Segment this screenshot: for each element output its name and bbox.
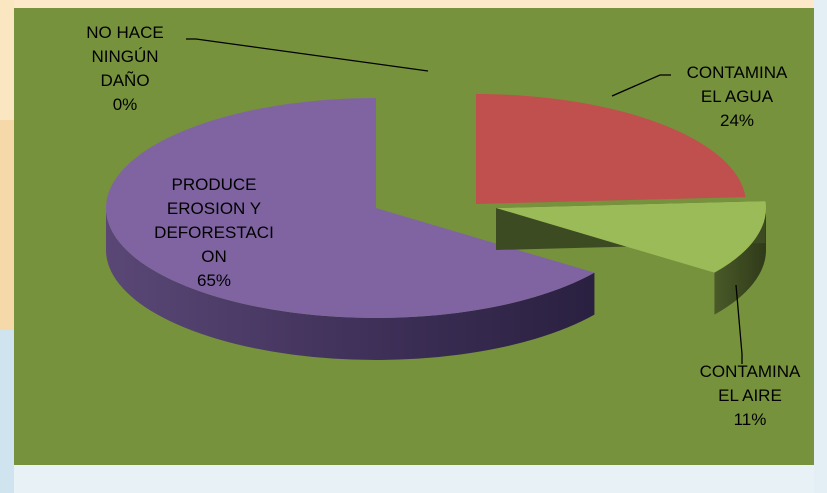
data-label-percent: 65%	[197, 271, 231, 290]
pie-side-aire	[714, 208, 766, 315]
background-decoration	[0, 0, 14, 120]
data-label-line: EROSION Y	[167, 199, 261, 218]
data-label-line: CONTAMINA	[700, 362, 801, 381]
data-label-line: NINGÚN	[91, 47, 158, 66]
data-label-line: DAÑO	[100, 71, 149, 90]
pie-slice-aire	[496, 201, 766, 315]
data-label-percent: 0%	[113, 95, 138, 114]
data-label-line: EL AGUA	[701, 87, 774, 106]
background-decoration	[14, 0, 814, 8]
background-decoration	[0, 330, 14, 493]
leader-line-aire	[735, 284, 743, 364]
data-label-percent: 24%	[720, 111, 754, 130]
data-label-line: PRODUCE	[171, 175, 256, 194]
background-decoration	[14, 465, 814, 493]
pie-slice-erosion	[105, 97, 595, 360]
data-label-line: EL AIRE	[718, 386, 782, 405]
data-label-line: CONTAMINA	[687, 63, 788, 82]
pie-chart: CONTAMINA EL AGUA 24% CONTAMINA EL AIRE 11% PR…	[86, 23, 801, 429]
pie-side-erosion	[106, 208, 595, 360]
leader-line-ningun	[186, 38, 429, 72]
data-label-line: ON	[201, 247, 227, 266]
data-label-line: NO HACE	[86, 23, 163, 42]
data-label-aire: CONTAMINA EL AIRE 11%	[700, 362, 801, 429]
pie-top-aire	[496, 201, 766, 273]
data-label-line: DEFORESTACI	[154, 223, 274, 242]
pie-slice-agua	[476, 94, 746, 204]
data-label-agua: CONTAMINA EL AGUA 24%	[687, 63, 788, 130]
data-label-ningun: NO HACE NINGÚN DAÑO 0%	[86, 23, 163, 114]
data-label-percent: 11%	[734, 410, 767, 429]
leader-line-agua	[611, 74, 671, 97]
chart-area: CONTAMINA EL AGUA 24% CONTAMINA EL AIRE 11% PR…	[14, 8, 814, 465]
pie-top-agua	[476, 94, 746, 204]
data-label-erosion: PRODUCE EROSION Y DEFORESTACI ON 65%	[154, 175, 274, 290]
background-decoration	[814, 0, 827, 493]
pie-top-erosion	[105, 97, 595, 319]
background-decoration	[0, 120, 14, 330]
